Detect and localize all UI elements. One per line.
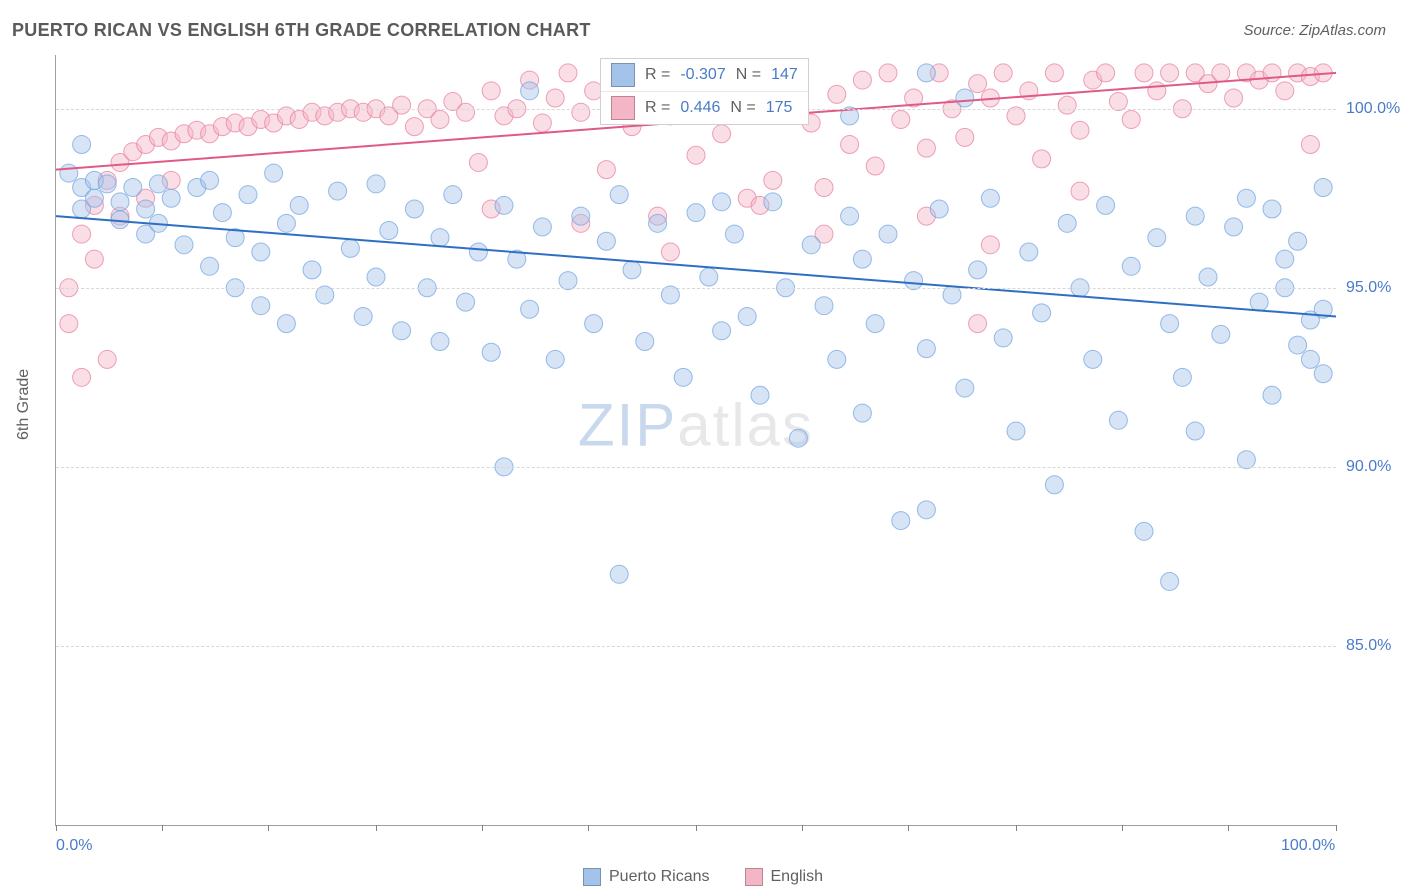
y-tick-label: 100.0% [1346, 100, 1406, 118]
swatch-icon [611, 63, 635, 87]
swatch-icon [611, 96, 635, 120]
swatch-icon [583, 868, 601, 886]
stat-R-value: 0.446 [680, 99, 720, 117]
stats-row-puerto-ricans: R = -0.307 N = 147 [601, 59, 808, 91]
stat-N-value: 147 [771, 66, 798, 84]
legend: Puerto Ricans English [583, 868, 823, 886]
chart-title: PUERTO RICAN VS ENGLISH 6TH GRADE CORREL… [12, 20, 591, 41]
stat-R-value: -0.307 [680, 66, 725, 84]
x-tick [162, 825, 163, 831]
legend-item-puerto-ricans: Puerto Ricans [583, 868, 710, 886]
swatch-icon [745, 868, 763, 886]
legend-item-english: English [745, 868, 823, 886]
x-tick [908, 825, 909, 831]
stat-N-label: N = [736, 66, 761, 84]
stats-row-english: R = 0.446 N = 175 [601, 91, 808, 124]
legend-label: English [771, 868, 823, 886]
x-tick [1122, 825, 1123, 831]
x-tick [1336, 825, 1337, 831]
x-tick [482, 825, 483, 831]
x-tick [802, 825, 803, 831]
x-tick-label: 0.0% [56, 837, 92, 855]
stat-R-label: R = [645, 99, 670, 117]
y-tick-label: 90.0% [1346, 458, 1406, 476]
x-tick [696, 825, 697, 831]
correlation-stats-box: R = -0.307 N = 147 R = 0.446 N = 175 [600, 58, 809, 125]
legend-label: Puerto Ricans [609, 868, 710, 886]
x-tick [376, 825, 377, 831]
y-tick-label: 95.0% [1346, 279, 1406, 297]
y-tick-label: 85.0% [1346, 637, 1406, 655]
x-tick [56, 825, 57, 831]
source-label: Source: ZipAtlas.com [1243, 22, 1386, 39]
x-tick [268, 825, 269, 831]
gridline [56, 467, 1336, 468]
gridline [56, 288, 1336, 289]
x-tick [1016, 825, 1017, 831]
x-tick-label: 100.0% [1281, 837, 1335, 855]
chart-plot-area: ZIPatlas 85.0%90.0%95.0%100.0%0.0%100.0% [55, 55, 1336, 826]
gridline [56, 646, 1336, 647]
x-tick [1228, 825, 1229, 831]
stat-R-label: R = [645, 66, 670, 84]
x-tick [588, 825, 589, 831]
scatter-plot-svg [56, 55, 1336, 825]
y-axis-label: 6th Grade [15, 369, 33, 440]
stat-N-value: 175 [766, 99, 793, 117]
stat-N-label: N = [730, 99, 755, 117]
